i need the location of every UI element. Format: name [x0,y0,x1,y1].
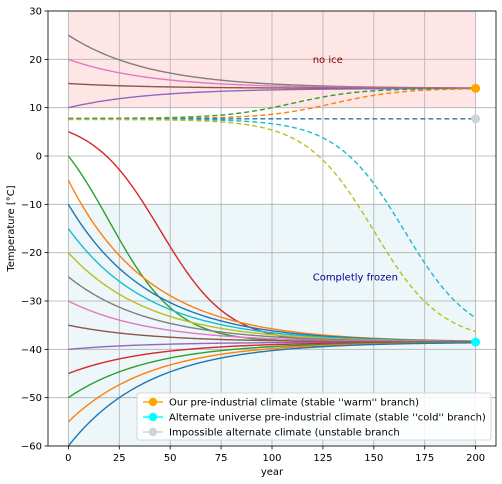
region-label-1: Completly frozen [313,272,398,283]
y-tick-label: 20 [29,55,42,66]
x-tick-label: 50 [164,453,177,464]
region-label-0: no ice [313,55,343,66]
y-axis-label: Temperature [°C] [6,185,17,272]
x-axis-label: year [261,467,284,478]
legend-swatch-marker-0 [148,397,158,407]
x-tick-label: 150 [364,453,383,464]
legend-entry-1: Alternate universe pre-industrial climat… [169,413,486,424]
legend-box [136,392,492,441]
y-tick-label: −50 [21,393,42,404]
x-tick-label: 75 [215,453,228,464]
series-line-22 [67,342,476,446]
x-tick-label: 0 [65,453,71,464]
y-tick-label: 10 [29,103,42,114]
y-tick-label: −60 [21,442,42,453]
x-tick-label: 100 [262,453,281,464]
y-tick-label: −30 [21,297,42,308]
y-tick-label: 0 [36,152,42,163]
y-tick-label: −10 [21,200,42,211]
x-tick-label: 125 [313,453,332,464]
legend-entry-0: Our pre-industrial climate (stable ''war… [169,398,419,409]
x-tick-label: 200 [466,453,485,464]
y-tick-label: −20 [21,248,42,259]
series-line-8 [68,118,476,333]
y-tick-label: 30 [29,7,42,18]
x-tick-label: 175 [415,453,434,464]
legend-swatch-marker-2 [148,427,158,437]
legend-swatch-marker-1 [148,412,158,422]
x-tick-label: 25 [113,453,126,464]
y-tick-label: −40 [21,345,42,356]
marker-point-1 [471,337,481,347]
series-group [67,34,477,446]
marker-point-0 [471,83,481,93]
marker-point-2 [471,114,481,124]
legend-entry-2: Impossible alternate climate (unstable b… [169,428,400,439]
series-line-3 [68,87,476,109]
